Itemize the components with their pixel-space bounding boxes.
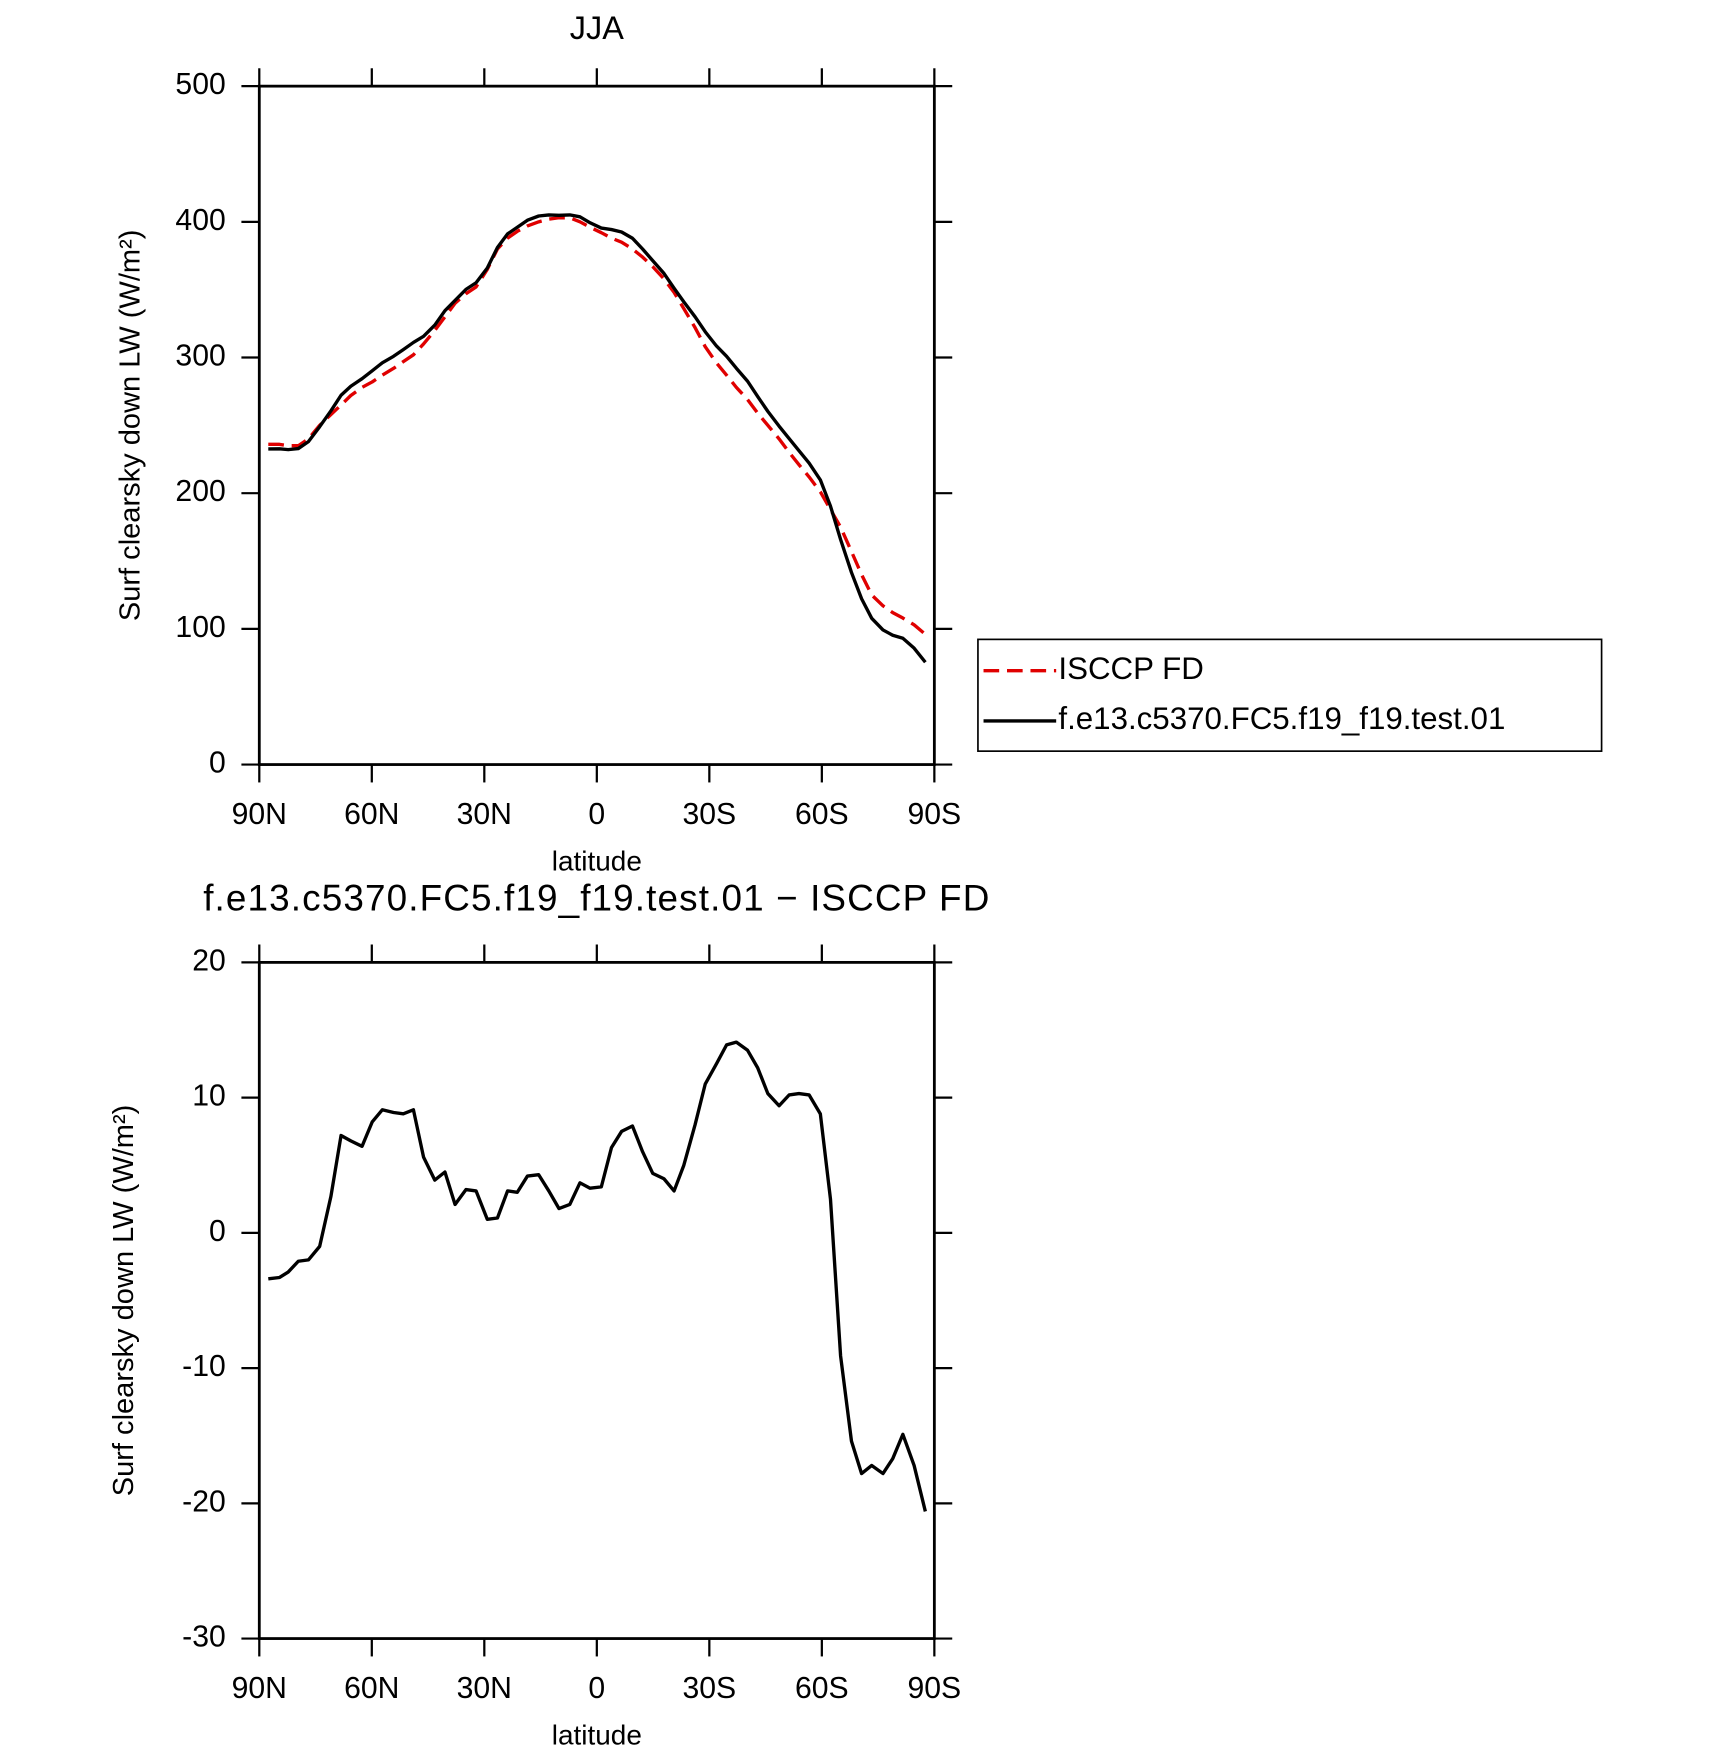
y-tick-label: 400 bbox=[175, 204, 225, 237]
y-tick-label: 0 bbox=[209, 747, 226, 780]
x-tick-label: 90S bbox=[908, 1672, 962, 1705]
legend-box bbox=[977, 638, 1603, 752]
x-axis-label: latitude bbox=[552, 1719, 642, 1750]
chart-title: f.e13.c5370.FC5.f19_f19.test.01 − ISCCP … bbox=[203, 878, 990, 919]
chart-title: JJA bbox=[570, 10, 624, 46]
x-tick-label: 0 bbox=[588, 1672, 605, 1705]
x-tick-label: 60N bbox=[344, 798, 399, 831]
x-tick-label: 30N bbox=[457, 1672, 512, 1705]
legend: ISCCP FD f.e13.c5370.FC5.f19_f19.test.01 bbox=[977, 638, 1603, 752]
y-axis-label: Surf clearsky down LW (W/m²) bbox=[108, 1105, 140, 1497]
y-tick-label: -30 bbox=[182, 1621, 226, 1654]
x-tick-label: 0 bbox=[588, 798, 605, 831]
x-tick-label: 90N bbox=[232, 798, 287, 831]
x-tick-label: 90N bbox=[232, 1672, 287, 1705]
legend-label: f.e13.c5370.FC5.f19_f19.test.01 bbox=[1058, 701, 1505, 736]
data-line bbox=[268, 216, 927, 636]
data-line bbox=[268, 1040, 927, 1512]
x-axis-label: latitude bbox=[552, 845, 642, 876]
x-tick-label: 60N bbox=[344, 1672, 399, 1705]
y-tick-label: 100 bbox=[175, 611, 225, 644]
y-tick-label: 200 bbox=[175, 475, 225, 508]
data-line bbox=[268, 213, 927, 664]
x-tick-label: 30S bbox=[682, 798, 736, 831]
y-tick-label: -10 bbox=[182, 1350, 226, 1383]
y-tick-label: 20 bbox=[192, 944, 226, 977]
y-tick-label: 300 bbox=[175, 339, 225, 372]
x-tick-label: 60S bbox=[795, 1672, 849, 1705]
x-tick-label: 30S bbox=[682, 1672, 736, 1705]
y-axis-label: Surf clearsky down LW (W/m²) bbox=[115, 230, 147, 622]
y-tick-label: -20 bbox=[182, 1485, 226, 1518]
y-tick-label: 500 bbox=[175, 68, 225, 101]
x-tick-label: 30N bbox=[457, 798, 512, 831]
plot-frame bbox=[257, 960, 936, 1640]
x-tick-label: 90S bbox=[908, 798, 962, 831]
legend-label: ISCCP FD bbox=[1058, 651, 1203, 686]
x-tick-label: 60S bbox=[795, 798, 849, 831]
plot-frame bbox=[257, 84, 936, 766]
y-tick-label: 0 bbox=[209, 1215, 226, 1248]
y-tick-label: 10 bbox=[192, 1080, 226, 1113]
